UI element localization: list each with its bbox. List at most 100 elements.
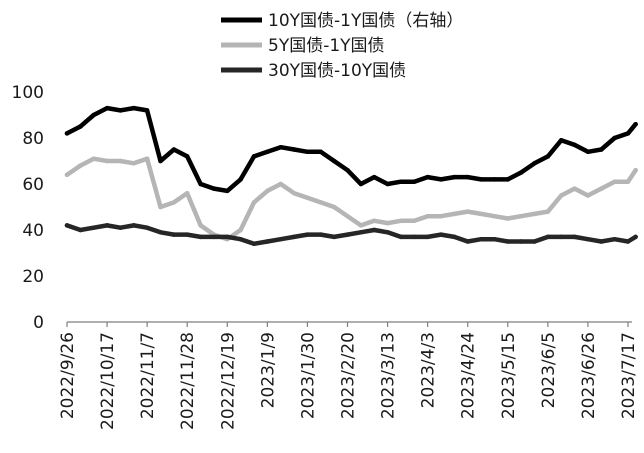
- data-point: [505, 216, 511, 221]
- data-point: [118, 225, 123, 230]
- x-tick-label: 2023/5/15: [499, 332, 519, 419]
- data-point: [211, 186, 217, 191]
- data-point: [78, 163, 83, 168]
- data-point: [558, 138, 564, 143]
- x-tick-label: 2023/4/3: [419, 332, 439, 408]
- data-point: [64, 172, 70, 178]
- x-axis-ticks: 2022/9/26 2022/10/17 2022/11/7 2022/11/28 20…: [58, 332, 639, 430]
- data-point: [385, 181, 390, 187]
- data-point: [291, 234, 297, 240]
- y-tick-label: 20: [22, 267, 44, 287]
- data-point: [412, 179, 417, 184]
- data-point: [144, 156, 150, 161]
- data-point: [64, 131, 70, 136]
- data-point: [78, 124, 83, 129]
- data-point: [585, 193, 591, 198]
- data-point: [251, 200, 257, 205]
- data-point: [118, 108, 123, 113]
- data-point: [104, 223, 110, 228]
- data-point: [305, 232, 310, 237]
- data-point: [171, 147, 177, 152]
- series-line-2: [64, 223, 638, 247]
- data-point: [452, 234, 457, 240]
- data-point: [425, 174, 430, 180]
- x-tick-label: 2023/3/13: [379, 332, 399, 419]
- data-point: [452, 174, 457, 180]
- x-axis-tick-marks: [66, 322, 629, 327]
- data-point: [291, 190, 297, 196]
- data-point: [198, 181, 203, 187]
- data-point: [465, 209, 470, 214]
- data-point: [184, 232, 190, 237]
- data-point: [131, 223, 137, 228]
- x-tick-label: 2023/1/30: [298, 332, 318, 419]
- series-line-0: [64, 105, 638, 194]
- data-point: [184, 190, 190, 196]
- x-tick-label: 2022/11/7: [138, 332, 158, 419]
- data-point: [318, 149, 324, 155]
- data-point: [572, 142, 577, 148]
- data-point: [358, 223, 364, 228]
- data-point: [131, 161, 137, 166]
- data-point: [412, 218, 417, 224]
- x-tick-label: 2022/10/17: [98, 332, 118, 430]
- series-line-1: [64, 156, 638, 242]
- data-point: [238, 177, 243, 182]
- data-point: [633, 121, 638, 127]
- data-point: [118, 158, 123, 164]
- data-point: [131, 105, 137, 111]
- data-point: [545, 154, 551, 159]
- data-point: [425, 213, 430, 219]
- data-point: [599, 147, 604, 152]
- data-point: [385, 220, 390, 226]
- data-point: [251, 154, 257, 159]
- data-point: [91, 156, 96, 161]
- data-point: [518, 170, 524, 175]
- data-point: [438, 213, 444, 219]
- data-point: [465, 174, 470, 180]
- y-axis-ticks: 0 20 40 60 80 100: [12, 83, 44, 333]
- data-point: [198, 223, 203, 228]
- data-point: [545, 234, 551, 240]
- data-point: [158, 158, 163, 164]
- data-point: [144, 225, 150, 230]
- x-tick-label: 2022/11/28: [178, 332, 198, 430]
- data-point: [532, 211, 537, 217]
- data-point: [265, 149, 270, 155]
- data-point: [198, 234, 203, 240]
- data-point: [438, 177, 444, 182]
- data-point: [225, 234, 230, 240]
- data-point: [331, 234, 337, 240]
- data-point: [625, 179, 631, 184]
- data-point: [371, 174, 377, 180]
- data-point: [104, 105, 110, 111]
- data-point: [585, 149, 591, 155]
- legend-label-10y-1y: 10Y国债-1Y国债（右轴）: [268, 11, 463, 31]
- data-point: [78, 227, 83, 233]
- data-point: [251, 241, 257, 247]
- data-point: [305, 195, 310, 201]
- data-point: [345, 213, 350, 219]
- data-point: [91, 112, 96, 118]
- data-point: [64, 223, 70, 228]
- x-tick-label: 2023/7/17: [619, 332, 639, 419]
- data-point: [612, 135, 617, 141]
- data-point: [478, 211, 484, 217]
- y-tick-label: 100: [12, 83, 44, 103]
- data-point: [398, 234, 404, 240]
- data-point: [358, 230, 364, 235]
- data-point: [371, 218, 377, 224]
- data-point: [144, 108, 150, 113]
- y-tick-label: 60: [22, 175, 44, 195]
- data-point: [398, 179, 404, 184]
- data-point: [625, 239, 631, 244]
- data-point: [104, 158, 110, 164]
- data-point: [331, 158, 337, 164]
- data-point: [572, 234, 577, 240]
- data-point: [158, 230, 163, 235]
- data-point: [612, 236, 617, 242]
- x-tick-label: 2022/12/19: [218, 332, 238, 430]
- data-point: [265, 188, 270, 194]
- legend-label-30y-10y: 30Y国债-10Y国债: [268, 61, 406, 81]
